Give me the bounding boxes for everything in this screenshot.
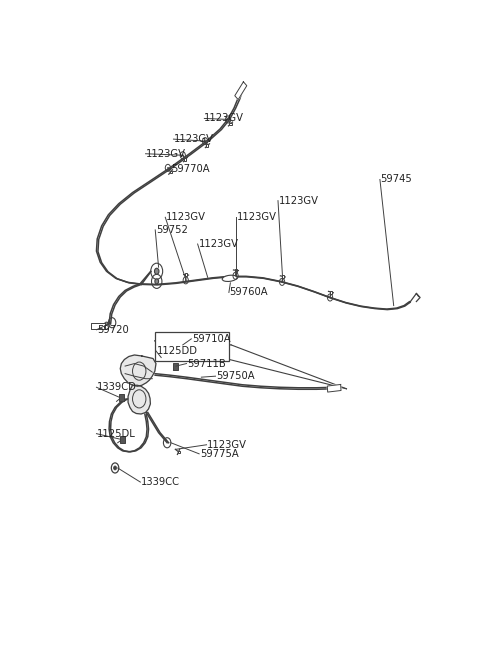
FancyBboxPatch shape xyxy=(185,273,187,276)
Text: 59775A: 59775A xyxy=(200,449,239,459)
FancyBboxPatch shape xyxy=(282,275,284,278)
Text: 1123GV: 1123GV xyxy=(237,212,276,222)
Text: 1123GV: 1123GV xyxy=(145,149,186,159)
Text: 1125DD: 1125DD xyxy=(156,346,198,356)
FancyBboxPatch shape xyxy=(120,436,125,443)
Text: 59750A: 59750A xyxy=(216,371,255,381)
FancyBboxPatch shape xyxy=(155,332,229,361)
Text: 1123GV: 1123GV xyxy=(173,134,214,144)
FancyBboxPatch shape xyxy=(184,158,186,161)
Text: 1125DL: 1125DL xyxy=(97,428,136,439)
FancyBboxPatch shape xyxy=(235,269,237,272)
Text: 1123GV: 1123GV xyxy=(198,239,239,249)
Text: 1123GV: 1123GV xyxy=(166,212,206,222)
Text: 59760A: 59760A xyxy=(229,288,268,297)
Text: 59720: 59720 xyxy=(97,325,129,335)
FancyBboxPatch shape xyxy=(206,144,208,147)
Polygon shape xyxy=(327,384,341,392)
FancyBboxPatch shape xyxy=(330,291,332,293)
Text: 1123GV: 1123GV xyxy=(204,113,244,123)
Text: 59710A: 59710A xyxy=(192,334,231,344)
Circle shape xyxy=(114,466,117,470)
Text: 1339CD: 1339CD xyxy=(97,383,137,392)
FancyBboxPatch shape xyxy=(169,170,172,174)
Ellipse shape xyxy=(222,275,237,282)
FancyBboxPatch shape xyxy=(178,451,180,453)
Polygon shape xyxy=(120,355,156,386)
FancyBboxPatch shape xyxy=(173,363,178,369)
FancyBboxPatch shape xyxy=(119,394,124,401)
Text: 59711B: 59711B xyxy=(187,358,226,369)
Text: 1123GV: 1123GV xyxy=(207,440,247,450)
Text: 1123GV: 1123GV xyxy=(279,196,319,206)
Polygon shape xyxy=(128,385,150,414)
Circle shape xyxy=(155,279,158,284)
FancyBboxPatch shape xyxy=(229,122,231,126)
Text: 59745: 59745 xyxy=(381,174,412,185)
Text: 59770A: 59770A xyxy=(172,164,210,174)
Polygon shape xyxy=(91,323,105,329)
Polygon shape xyxy=(235,82,247,100)
Text: 59752: 59752 xyxy=(156,225,188,235)
Text: 1339CC: 1339CC xyxy=(141,477,180,487)
Circle shape xyxy=(155,269,159,274)
